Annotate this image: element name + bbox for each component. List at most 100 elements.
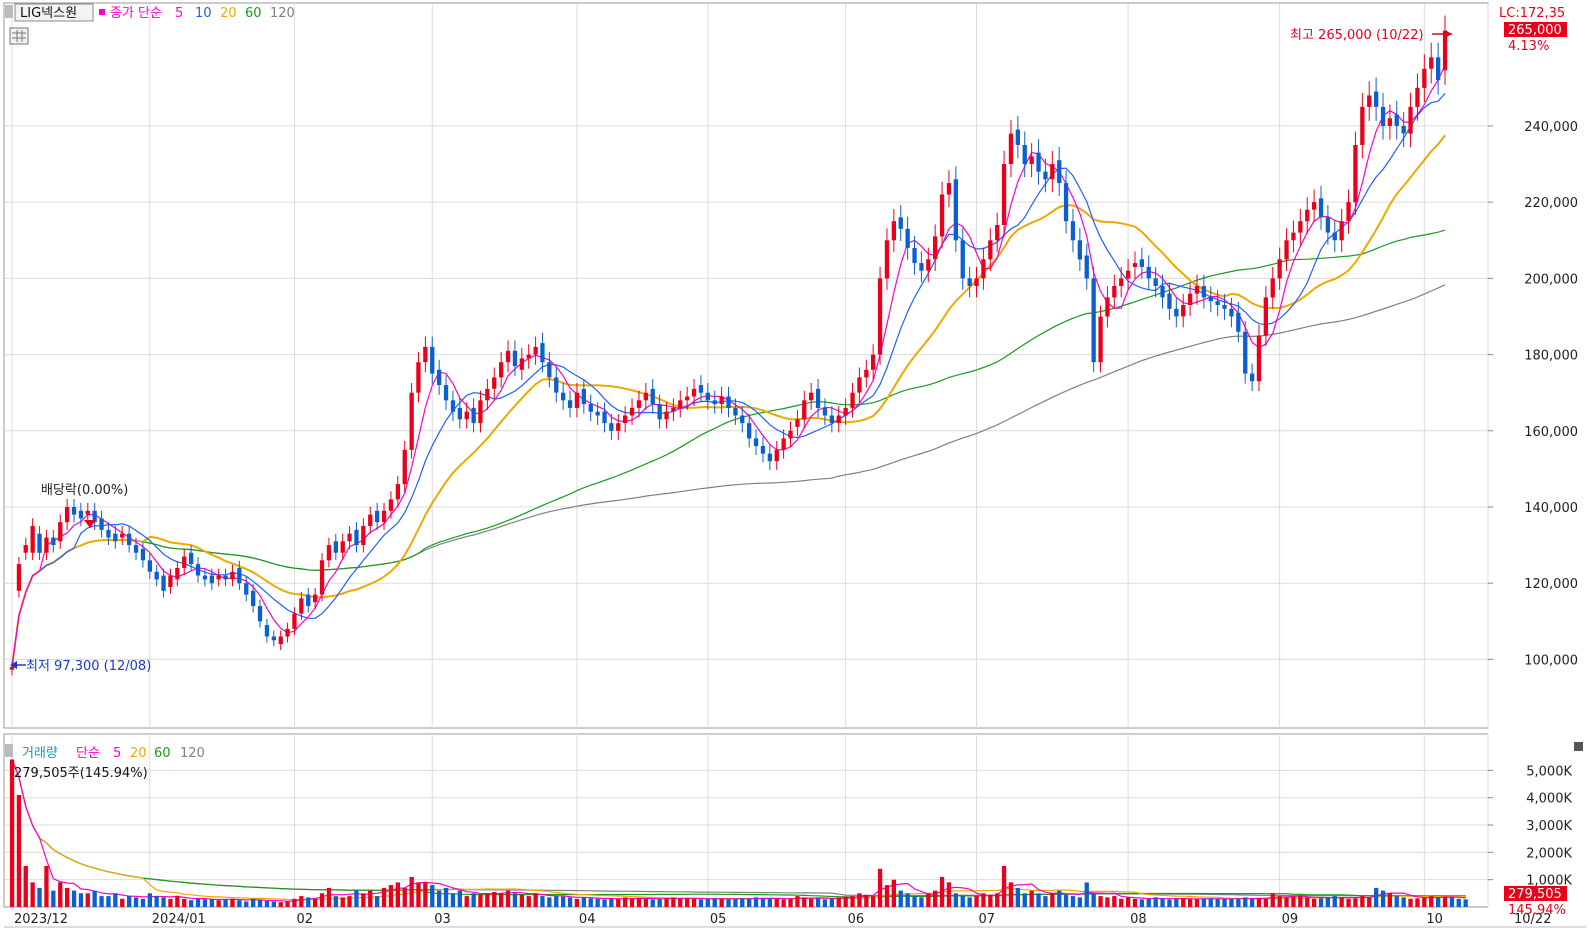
stock-name-box[interactable] [14,3,94,22]
candle-body[interactable] [609,423,614,431]
volume-bar[interactable] [636,898,642,907]
candle-body[interactable] [953,179,958,241]
volume-bar[interactable] [1063,894,1069,907]
volume-bar[interactable] [526,896,531,907]
candle-body[interactable] [657,404,662,420]
candle-body[interactable] [664,411,669,420]
volume-bar[interactable] [333,896,338,907]
volume-bar[interactable] [547,897,552,907]
volume-bar[interactable] [1188,898,1193,907]
candle-body[interactable] [409,392,414,450]
volume-bar[interactable] [1008,882,1014,907]
volume-bar[interactable] [1394,896,1399,907]
volume-bar[interactable] [1050,893,1055,907]
volume-bar[interactable] [99,896,104,907]
volume-bar[interactable] [1132,898,1138,907]
candle-body[interactable] [822,407,828,416]
candle-body[interactable] [189,552,194,565]
volume-bar[interactable] [209,898,214,907]
candle-body[interactable] [492,377,497,389]
volume-bar[interactable] [871,896,876,907]
candle-body[interactable] [864,369,869,378]
candle-body[interactable] [533,346,538,355]
candle-body[interactable] [237,568,242,584]
volume-bar[interactable] [44,866,49,907]
candle-body[interactable] [161,575,166,591]
candle-body[interactable] [85,510,90,515]
volume-bar[interactable] [443,887,449,907]
volume-bar[interactable] [1429,896,1434,907]
volume-bar[interactable] [133,897,139,907]
candle-body[interactable] [16,564,22,591]
volume-bar[interactable] [464,896,469,907]
volume-bar[interactable] [981,893,986,907]
candle-body[interactable] [223,575,228,580]
candle-body[interactable] [1236,312,1241,332]
volume-bar[interactable] [512,893,518,907]
candle-body[interactable] [1070,221,1076,241]
candle-body[interactable] [1167,293,1172,309]
candle-body[interactable] [65,507,70,523]
volume-bar[interactable] [1325,897,1330,907]
candle-body[interactable] [9,667,15,670]
volume-bar[interactable] [326,887,332,907]
candle-body[interactable] [416,362,421,393]
candle-body[interactable] [588,404,593,412]
candle-body[interactable] [540,343,545,363]
volume-bar[interactable] [712,898,717,907]
volume-bar[interactable] [1112,896,1117,907]
volume-bar[interactable] [1401,897,1406,907]
candle-body[interactable] [51,537,56,546]
volume-bar[interactable] [1098,896,1103,907]
volume-bar[interactable] [1312,898,1317,907]
volume-bar[interactable] [960,896,965,907]
volume-bar[interactable] [423,882,428,907]
candle-body[interactable] [154,571,159,580]
volume-bar[interactable] [809,898,814,907]
candle-body[interactable] [23,545,28,553]
candle-body[interactable] [643,392,648,401]
volume-bar[interactable] [471,893,476,907]
volume-bar[interactable] [278,902,283,907]
volume-bar[interactable] [1001,866,1007,907]
volume-bar[interactable] [92,890,97,907]
volume-bar[interactable] [388,885,394,907]
volume-bar[interactable] [51,890,56,907]
volume-bar[interactable] [595,898,600,907]
candle-body[interactable] [795,419,800,427]
volume-bar[interactable] [1463,899,1468,907]
volume-bar[interactable] [891,879,896,907]
candle-body[interactable] [733,407,738,416]
volume-bar[interactable] [381,887,387,907]
volume-bar[interactable] [319,893,325,907]
volume-bar[interactable] [1208,898,1213,907]
candle-body[interactable] [698,385,704,393]
volume-bar[interactable] [450,893,456,907]
candle-body[interactable] [946,183,952,195]
candle-body[interactable] [705,392,710,401]
volume-bar[interactable] [106,896,111,907]
candle-body[interactable] [381,510,387,523]
volume-bar[interactable] [753,897,759,907]
volume-bar[interactable] [519,894,524,907]
volume-bar[interactable] [65,887,70,907]
panel-handle-icon[interactable] [5,744,13,757]
volume-bar[interactable] [1422,897,1427,907]
volume-bar[interactable] [933,890,938,907]
volume-bar[interactable] [1015,887,1020,907]
volume-bar[interactable] [864,894,869,907]
candle-body[interactable] [554,377,559,393]
volume-bar[interactable] [705,898,710,907]
volume-bar[interactable] [9,759,15,908]
volume-bar[interactable] [1442,896,1448,907]
candle-body[interactable] [547,362,552,378]
volume-bar[interactable] [237,900,242,907]
volume-bar[interactable] [822,899,828,907]
volume-bar[interactable] [485,893,490,907]
volume-bar[interactable] [616,898,621,907]
candle-body[interactable] [574,392,580,408]
candle-body[interactable] [354,529,359,546]
volume-bar[interactable] [223,899,228,907]
volume-bar[interactable] [1222,899,1227,907]
candle-body[interactable] [1394,114,1399,126]
